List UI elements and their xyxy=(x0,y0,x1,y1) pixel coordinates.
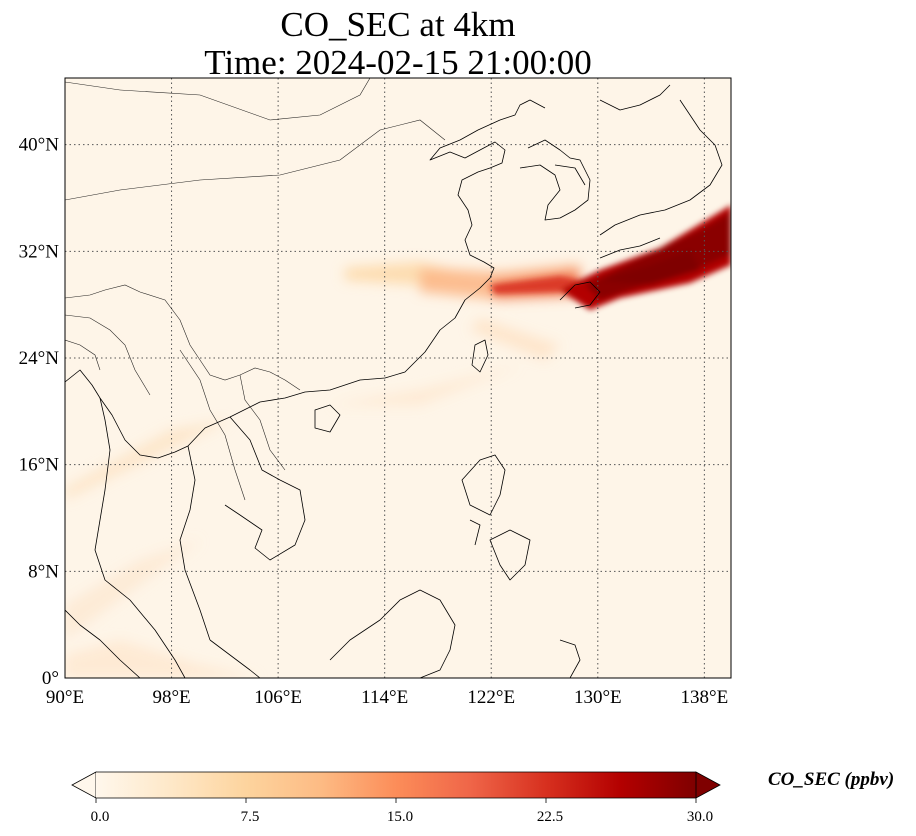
lat-tick-label: 24°N xyxy=(19,348,60,369)
colorbar-tick-label: 0.0 xyxy=(91,809,110,825)
lon-tick-label: 114°E xyxy=(361,687,408,708)
map-subtitle: Time: 2024-02-15 21:00:00 xyxy=(204,43,592,82)
lon-tick-label: 106°E xyxy=(254,687,302,708)
lon-tick-label: 130°E xyxy=(574,687,622,708)
coastlines xyxy=(65,84,723,678)
co-plume-field xyxy=(65,205,731,678)
colorbar-label: CO_SEC (ppbv) xyxy=(768,769,895,790)
lat-tick-label: 32°N xyxy=(19,241,60,262)
map-background xyxy=(65,78,731,678)
lon-tick-label: 138°E xyxy=(681,687,729,708)
colorbar-tick-label: 7.5 xyxy=(241,809,260,825)
colorbar-tick-label: 22.5 xyxy=(537,809,563,825)
country-borders xyxy=(65,78,446,501)
map-gridlines xyxy=(65,78,731,678)
lon-tick-label: 90°E xyxy=(46,687,84,708)
colorbar-tick-label: 30.0 xyxy=(687,809,713,825)
map-title: CO_SEC at 4km xyxy=(280,5,516,44)
lat-tick-label: 8°N xyxy=(28,561,59,582)
colorbar-body xyxy=(96,772,696,798)
colorbar-tick-label: 15.0 xyxy=(387,809,413,825)
map-frame xyxy=(64,77,732,679)
lon-tick-label: 98°E xyxy=(152,687,190,708)
colorbar-under-arrow xyxy=(71,771,97,799)
lon-tick-label: 122°E xyxy=(467,687,515,708)
colorbar: 0.0 7.5 15.0 22.5 30.0 xyxy=(71,771,721,825)
lon-axis: 90°E 98°E 106°E 114°E 122°E 130°E 138°E xyxy=(46,687,728,708)
colorbar-over-arrow xyxy=(695,771,721,799)
lat-tick-label: 0° xyxy=(42,668,59,689)
lat-tick-label: 40°N xyxy=(19,135,60,156)
lat-axis: 0° 8°N 16°N 24°N 32°N 40°N xyxy=(19,135,60,689)
lat-tick-label: 16°N xyxy=(19,455,60,476)
